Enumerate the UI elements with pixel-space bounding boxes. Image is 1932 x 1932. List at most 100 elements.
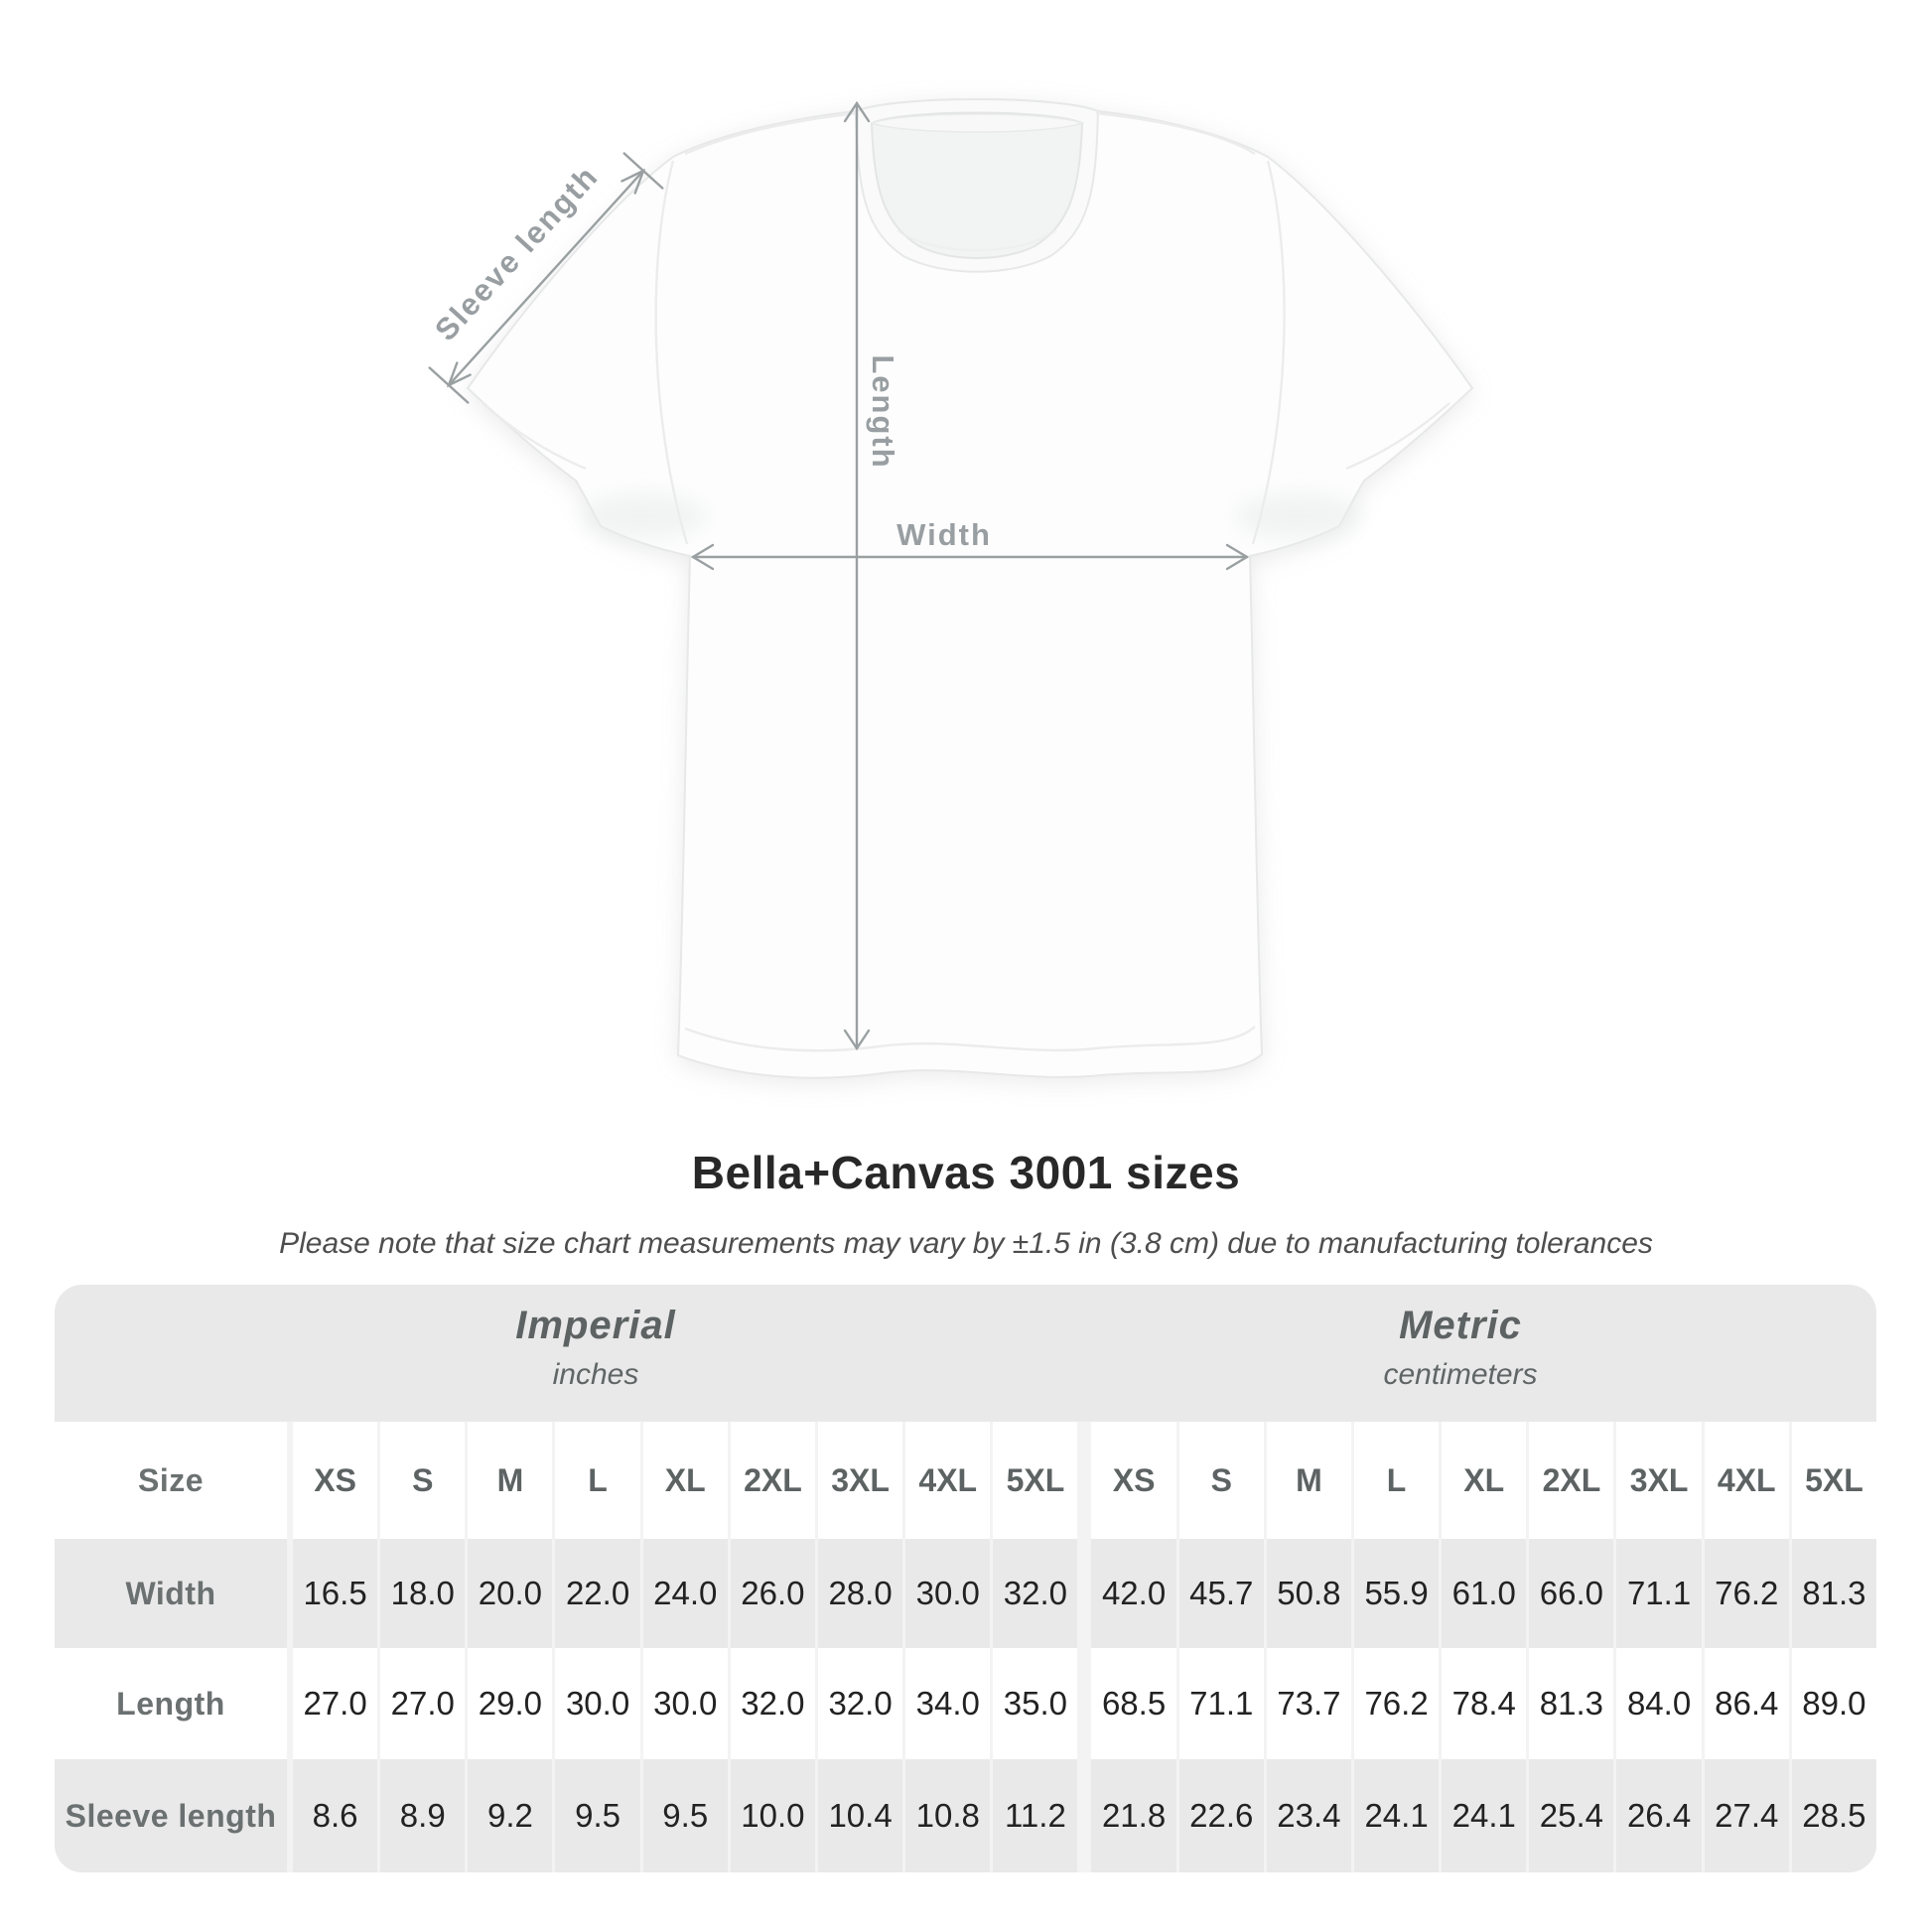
right-armhole-seam	[1251, 160, 1286, 545]
value-cell-metric: 23.4	[1266, 1759, 1351, 1872]
size-header-label: Size	[55, 1422, 287, 1539]
left-cuff-seam	[482, 402, 587, 471]
value-cell-metric: 42.0	[1091, 1539, 1176, 1648]
value-cell-metric: 71.1	[1178, 1648, 1264, 1759]
right-cuff-seam	[1345, 402, 1450, 471]
length-label: Length	[866, 354, 900, 469]
value-cell-imperial: 11.2	[993, 1759, 1078, 1872]
value-cell-metric: 76.2	[1704, 1539, 1789, 1648]
units-band: Imperial inches Metric centimeters	[55, 1285, 1876, 1422]
measure-row-1: Length 27.0 27.0 29.0 30.0 30.0 32.0 32.0 34.0 35…	[55, 1648, 1876, 1759]
width-label: Width	[897, 517, 992, 552]
value-cell-imperial: 9.5	[642, 1759, 728, 1872]
shading-left-underarm	[580, 492, 707, 540]
value-cell-imperial: 10.0	[730, 1759, 815, 1872]
neck-opening	[870, 111, 1084, 259]
size-col-imperial-xs: XS	[293, 1422, 378, 1539]
value-cell-imperial: 10.8	[905, 1759, 991, 1872]
tshirt-illustration	[466, 98, 1474, 1079]
value-cell-metric: 50.8	[1266, 1539, 1351, 1648]
back-neckband	[869, 113, 1085, 133]
width-annotation: Width	[690, 517, 1250, 571]
row-label: Width	[55, 1539, 287, 1648]
imperial-section-header: Imperial inches	[515, 1302, 675, 1395]
table-rows: Size XS S M L XL 2XL 3XL 4XL 5XL XS S M L XL 2XL 3XL 4XL 5…	[55, 1422, 1876, 1872]
value-cell-metric: 21.8	[1091, 1759, 1176, 1872]
value-cell-metric: 26.4	[1616, 1759, 1702, 1872]
value-cell-metric: 55.9	[1353, 1539, 1440, 1648]
value-cell-imperial: 30.0	[642, 1648, 728, 1759]
value-cell-imperial: 27.0	[293, 1648, 378, 1759]
value-cell-imperial: 16.5	[293, 1539, 378, 1648]
metric-label: Metric	[1399, 1304, 1522, 1347]
imperial-unit: inches	[552, 1358, 639, 1391]
measure-row-0: Width 16.5 18.0 20.0 22.0 24.0 26.0 28.0 30.0 32.…	[55, 1539, 1876, 1648]
row-label: Sleeve length	[55, 1759, 287, 1872]
left-shoulder-seam	[684, 111, 859, 156]
size-col-metric-s: S	[1178, 1422, 1264, 1539]
length-annotation: Length	[843, 100, 900, 1051]
value-cell-metric: 22.6	[1178, 1759, 1264, 1872]
value-cell-metric: 45.7	[1178, 1539, 1264, 1648]
size-col-imperial-l: L	[555, 1422, 640, 1539]
size-header-row: Size XS S M L XL 2XL 3XL 4XL 5XL XS S M L XL 2XL 3XL 4XL 5…	[55, 1422, 1876, 1539]
imperial-label: Imperial	[515, 1304, 676, 1347]
value-cell-metric: 66.0	[1529, 1539, 1614, 1648]
left-armhole-seam	[654, 160, 689, 545]
page-title: Bella+Canvas 3001 sizes	[691, 1147, 1241, 1198]
value-cell-metric: 61.0	[1442, 1539, 1527, 1648]
size-col-metric-5xl: 5XL	[1791, 1422, 1876, 1539]
size-col-metric-xs: XS	[1091, 1422, 1176, 1539]
value-cell-metric: 25.4	[1529, 1759, 1614, 1872]
size-table: Imperial inches Metric centimeters Size X…	[55, 1285, 1876, 1872]
value-cell-imperial: 9.5	[555, 1759, 640, 1872]
value-cell-imperial: 27.0	[380, 1648, 466, 1759]
row-label: Length	[55, 1648, 287, 1759]
size-col-imperial-2xl: 2XL	[730, 1422, 815, 1539]
collar-shadow-seam	[897, 229, 1057, 252]
value-cell-metric: 28.5	[1791, 1759, 1876, 1872]
shading-right-underarm	[1235, 492, 1362, 540]
tolerance-note: Please note that size chart measurements…	[279, 1227, 1653, 1260]
measure-row-2: Sleeve length 8.6 8.9 9.2 9.5 9.5 10.0 10.4 10.8…	[55, 1759, 1876, 1872]
value-cell-metric: 81.3	[1791, 1539, 1876, 1648]
size-col-metric-m: M	[1266, 1422, 1351, 1539]
value-cell-metric: 81.3	[1529, 1648, 1614, 1759]
length-arrowhead-bottom	[843, 1029, 871, 1051]
metric-section-header: Metric centimeters	[1383, 1302, 1537, 1395]
value-cell-metric: 86.4	[1704, 1648, 1789, 1759]
value-cell-metric: 76.2	[1353, 1648, 1440, 1759]
tshirt-diagram: Sleeve length Length Width	[428, 98, 1474, 1079]
value-cell-imperial: 9.2	[468, 1759, 553, 1872]
value-cell-metric: 24.1	[1442, 1759, 1527, 1872]
size-col-metric-3xl: 3XL	[1616, 1422, 1702, 1539]
value-cell-metric: 89.0	[1791, 1648, 1876, 1759]
value-cell-metric: 27.4	[1704, 1759, 1789, 1872]
value-cell-imperial: 30.0	[905, 1539, 991, 1648]
sleeve-end-tick-upper	[622, 152, 664, 190]
size-col-metric-4xl: 4XL	[1704, 1422, 1789, 1539]
value-cell-imperial: 8.6	[293, 1759, 378, 1872]
value-cell-imperial: 34.0	[905, 1648, 991, 1759]
width-arrowhead-left	[690, 543, 715, 571]
sleeve-end-tick-lower	[428, 366, 470, 404]
value-cell-imperial: 18.0	[380, 1539, 466, 1648]
value-cell-imperial: 22.0	[555, 1539, 640, 1648]
size-col-imperial-s: S	[380, 1422, 466, 1539]
size-col-metric-xl: XL	[1442, 1422, 1527, 1539]
value-cell-imperial: 32.0	[817, 1648, 903, 1759]
value-cell-imperial: 32.0	[730, 1648, 815, 1759]
size-col-metric-l: L	[1353, 1422, 1440, 1539]
value-cell-imperial: 20.0	[468, 1539, 553, 1648]
value-cell-imperial: 29.0	[468, 1648, 553, 1759]
size-col-imperial-3xl: 3XL	[817, 1422, 903, 1539]
hem-stitch-seam	[684, 1026, 1256, 1052]
value-cell-imperial: 24.0	[642, 1539, 728, 1648]
value-cell-imperial: 10.4	[817, 1759, 903, 1872]
size-col-imperial-xl: XL	[642, 1422, 728, 1539]
sleeve-dimension-line	[447, 169, 645, 387]
size-col-imperial-5xl: 5XL	[993, 1422, 1078, 1539]
value-cell-metric: 24.1	[1353, 1759, 1440, 1872]
value-cell-imperial: 8.9	[380, 1759, 466, 1872]
